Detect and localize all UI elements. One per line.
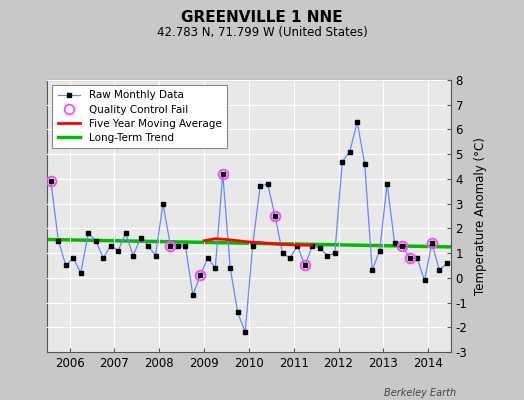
Text: 42.783 N, 71.799 W (United States): 42.783 N, 71.799 W (United States): [157, 26, 367, 39]
Text: GREENVILLE 1 NNE: GREENVILLE 1 NNE: [181, 10, 343, 25]
Text: Berkeley Earth: Berkeley Earth: [384, 388, 456, 398]
Y-axis label: Temperature Anomaly (°C): Temperature Anomaly (°C): [474, 137, 487, 295]
Legend: Raw Monthly Data, Quality Control Fail, Five Year Moving Average, Long-Term Tren: Raw Monthly Data, Quality Control Fail, …: [52, 85, 227, 148]
